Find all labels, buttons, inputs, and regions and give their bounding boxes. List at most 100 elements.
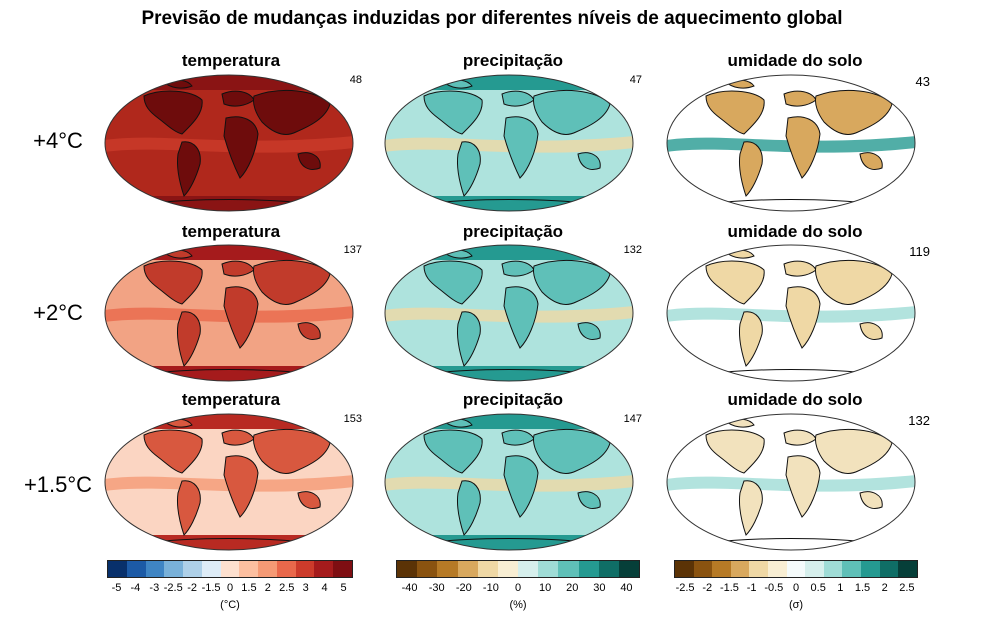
colorbar-segment	[239, 561, 259, 577]
row-label-1-5c: +1.5°C	[23, 472, 93, 497]
colorbar-segment	[164, 561, 184, 577]
colorbar-tick-label: 0	[792, 582, 800, 594]
colorbar-segment	[183, 561, 202, 577]
colorbar-tick-label: -2	[702, 582, 713, 594]
colorbar-segment	[201, 561, 221, 577]
colorbar-tick-label: 0.5	[810, 582, 826, 594]
colorbar-tick-label: 4	[321, 582, 328, 594]
colorbar-tick-label: -1	[746, 582, 757, 594]
world-map-projection	[104, 244, 354, 382]
colorbar-tick-label: -30	[428, 582, 445, 594]
colorbar-segment	[693, 561, 713, 577]
colorbar-segment	[786, 561, 806, 577]
count-precip-4c: 47	[629, 74, 642, 86]
colorbar-tick-label: -10	[482, 582, 499, 594]
colorbar-segment	[145, 561, 165, 577]
panel-title-precip-1-5c: precipitação	[462, 390, 564, 409]
colorbar-tick-label: -0.5	[764, 582, 784, 594]
count-temp-4c: 48	[349, 74, 362, 86]
map-soil-2c	[666, 244, 916, 382]
colorbar-segment	[805, 561, 824, 577]
colorbar-segment	[675, 561, 694, 577]
colorbar-tick-label: -2	[187, 582, 198, 594]
world-map-projection	[666, 74, 916, 212]
colorbar-segment	[842, 561, 862, 577]
soil-moisture-colorbar-ticks: -2.5 -2 -1.5 -1 -0.5 0 0.5 1 1.5 2 2.5	[674, 582, 918, 596]
row-label-2c: +2°C	[33, 300, 83, 325]
precipitation-unit: (%)	[509, 599, 527, 611]
colorbar-segment	[558, 561, 579, 577]
panel-title-soil-1-5c: umidade do solo	[727, 390, 863, 409]
soil-moisture-unit: (σ)	[788, 599, 804, 611]
colorbar-tick-label: 5	[340, 582, 347, 594]
map-soil-4c	[666, 74, 916, 212]
colorbar-segment	[258, 561, 277, 577]
colorbar-tick-label: 3	[302, 582, 309, 594]
colorbar-segment	[538, 561, 559, 577]
colorbar-tick-label: -3	[149, 582, 160, 594]
colorbar-segment	[823, 561, 843, 577]
colorbar-segment	[518, 561, 539, 577]
count-temp-1-5c: 153	[343, 413, 362, 425]
colorbar-segment	[578, 561, 599, 577]
colorbar-tick-label: -1.5	[201, 582, 221, 594]
panel-title-temp-1-5c: temperatura	[181, 390, 281, 409]
precipitation-colorbar	[396, 560, 640, 578]
world-map-projection	[384, 413, 634, 551]
colorbar-tick-label: 2	[264, 582, 271, 594]
colorbar-tick-label: 1.5	[854, 582, 871, 594]
colorbar-segment	[477, 561, 498, 577]
temperature-colorbar-ticks: -5 -4 -3 -2.5 -2 -1.5 0 1.5 2 2.5 3 4 5	[107, 582, 353, 596]
panel-title-temp-4c: temperatura	[181, 51, 281, 70]
temperature-colorbar	[107, 560, 353, 578]
count-precip-2c: 132	[623, 244, 642, 256]
colorbar-tick-label: 40	[620, 582, 633, 594]
world-map-projection	[104, 413, 354, 551]
colorbar-segment	[598, 561, 619, 577]
colorbar-tick-label: 0	[226, 582, 234, 594]
world-map-projection	[384, 244, 634, 382]
colorbar-segment	[397, 561, 418, 577]
colorbar-segment	[276, 561, 296, 577]
colorbar-tick-label: 2.5	[279, 582, 295, 594]
world-map-projection	[666, 413, 916, 551]
count-temp-2c: 137	[343, 244, 362, 256]
world-map-projection	[384, 74, 634, 212]
colorbar-tick-label: 1.5	[241, 582, 257, 594]
colorbar-segment	[295, 561, 315, 577]
colorbar-segment	[417, 561, 438, 577]
colorbar-segment	[497, 561, 519, 577]
map-temp-2c	[104, 244, 354, 382]
colorbar-tick-label: -1.5	[719, 582, 739, 594]
temperature-unit: (°C)	[220, 599, 240, 611]
row-label-4c: +4°C	[33, 128, 83, 153]
panel-title-soil-4c: umidade do solo	[727, 51, 863, 70]
colorbar-tick-label: -20	[455, 582, 472, 594]
panel-title-temp-2c: temperatura	[181, 222, 281, 241]
colorbar-tick-label: -2.5	[675, 582, 695, 594]
colorbar-tick-label: 2	[881, 582, 888, 594]
panel-title-precip-4c: precipitação	[462, 51, 564, 70]
world-map-projection	[104, 74, 354, 212]
panel-title-soil-2c: umidade do solo	[727, 222, 863, 241]
colorbar-segment	[126, 561, 146, 577]
colorbar-segment	[879, 561, 899, 577]
count-soil-1-5c: 132	[908, 413, 930, 428]
colorbar-tick-label: 2.5	[899, 582, 915, 594]
count-precip-1-5c: 147	[623, 413, 642, 425]
colorbar-segment	[437, 561, 458, 577]
colorbar-tick-label: 1	[837, 582, 844, 594]
figure-title: Previsão de mudanças induzidas por difer…	[141, 8, 843, 29]
colorbar-segment	[618, 561, 640, 577]
colorbar-segment	[861, 561, 880, 577]
map-precip-4c	[384, 74, 634, 212]
map-soil-1-5c	[666, 413, 916, 551]
colorbar-tick-label: -4	[130, 582, 141, 594]
colorbar-segment	[749, 561, 769, 577]
colorbar-tick-label: -40	[401, 582, 418, 594]
colorbar-segment	[898, 561, 917, 577]
colorbar-tick-label: -5	[111, 582, 122, 594]
count-soil-2c: 119	[909, 244, 930, 259]
map-temp-4c	[104, 74, 354, 212]
colorbar-tick-label: 20	[566, 582, 579, 594]
